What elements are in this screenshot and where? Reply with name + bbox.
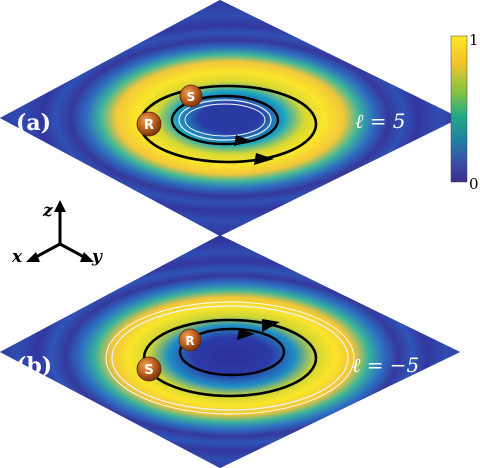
colorbar-min-label: 0 <box>469 175 479 193</box>
panel-b-ball-inner: R <box>178 328 202 352</box>
panel-a-ball-outer-label: R <box>144 118 154 133</box>
axis-y-arrow <box>80 252 94 262</box>
panel-a-inner-contour-2 <box>184 103 266 137</box>
panel-b-label: (b) <box>16 353 52 379</box>
panel-a-inner-contour <box>178 99 272 141</box>
panel-a-ball-outer: R <box>136 111 162 137</box>
axis-x-line <box>33 242 61 260</box>
panel-a-label: (a) <box>16 110 51 136</box>
panel-b-inner-trajectory <box>178 327 286 377</box>
panel-b-ball-inner-label: R <box>185 334 194 348</box>
panel-a: R S (a) ℓ = 5 <box>0 0 460 236</box>
panel-b-ell-label: ℓ = −5 <box>352 353 419 377</box>
panel-b-outer-arrow <box>262 319 280 332</box>
axes-triad: z x y <box>11 200 103 267</box>
panel-b-ball-outer-label: S <box>144 363 153 378</box>
colorbar: 1 0 <box>450 31 479 193</box>
panel-a-ball-inner: S <box>179 84 203 108</box>
panel-a-inner-trajectory <box>170 94 280 146</box>
colorbar-gradient <box>450 35 468 183</box>
axis-z-arrow <box>54 200 66 212</box>
axis-x-label: x <box>11 247 23 267</box>
axis-y-label: y <box>91 247 103 267</box>
axis-y-line <box>59 242 87 260</box>
panel-a-intensity <box>0 0 460 236</box>
axis-x-arrow <box>26 252 40 262</box>
colorbar-max-label: 1 <box>469 31 479 49</box>
axis-z-label: z <box>42 201 53 221</box>
panel-b: S R (b) ℓ = −5 <box>0 235 460 468</box>
panel-b-outer-contour <box>111 305 349 411</box>
panel-a-outer-arrow <box>254 153 274 165</box>
panel-a-ell-label: ℓ = 5 <box>355 109 406 133</box>
panel-b-ball-outer: S <box>136 356 162 382</box>
panel-b-inner-arrow <box>237 329 255 340</box>
panel-b-outer-contour-2 <box>105 301 355 415</box>
panel-a-ball-inner-label: S <box>187 90 196 104</box>
panel-a-inner-arrow <box>234 135 252 146</box>
